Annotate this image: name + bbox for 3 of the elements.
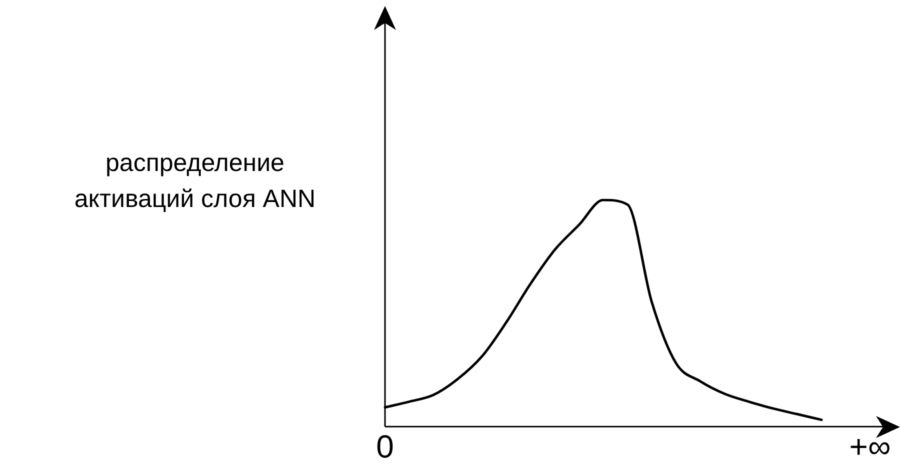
x-tick-label: 0 (376, 428, 394, 465)
x-tick-label: +∞ (849, 428, 891, 465)
y-axis-title: распределение активаций слоя ANN (73, 148, 317, 215)
